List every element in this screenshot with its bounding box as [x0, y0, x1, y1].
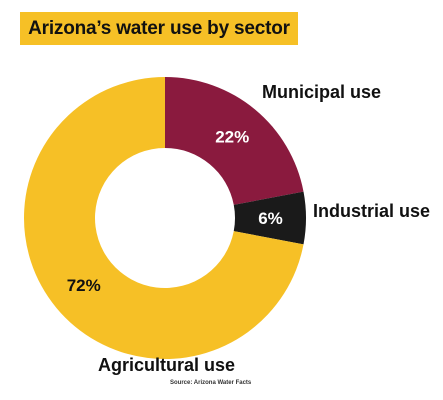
category-label-agricultural-use: Agricultural use: [98, 355, 235, 375]
value-label-agricultural-use: 72%: [67, 276, 101, 295]
category-label-municipal-use: Municipal use: [262, 82, 381, 102]
slice-industrial-use: [233, 191, 306, 245]
slice-municipal-use: [165, 77, 304, 205]
category-label-industrial-use: Industrial use: [313, 201, 430, 221]
value-label-industrial-use: 6%: [258, 209, 283, 228]
donut-slices: [23, 77, 306, 359]
chart-title-box: Arizona’s water use by sector: [20, 12, 298, 45]
donut-labels: 22% Municipal use 6% Industrial use 72% Agric…: [67, 82, 430, 375]
slice-agricultural-use: [23, 77, 304, 359]
chart-title: Arizona’s water use by sector: [28, 17, 290, 39]
value-label-municipal-use: 22%: [215, 128, 249, 147]
source-note: Source: Arizona Water Facts: [170, 380, 252, 386]
